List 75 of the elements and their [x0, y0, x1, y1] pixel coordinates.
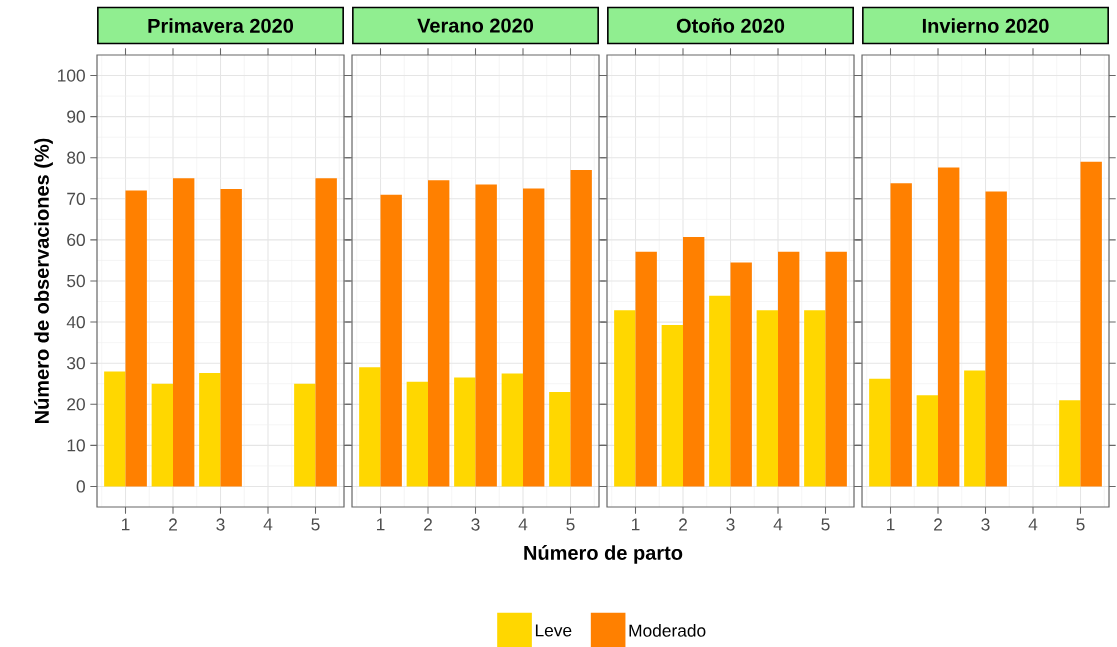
bar	[428, 180, 450, 487]
bar	[501, 373, 524, 487]
chart-title: Otoño 2020	[676, 18, 785, 33]
bar	[709, 295, 731, 487]
y-tick-label: 80	[67, 151, 85, 164]
y-tick-label: 50	[67, 274, 85, 288]
legend-label: Leve	[535, 624, 572, 637]
y-tick-label: 0	[76, 480, 85, 493]
x-tick-label: 4	[518, 518, 528, 531]
bar	[1080, 161, 1102, 487]
x-tick-label: 2	[934, 518, 942, 531]
bar	[523, 188, 545, 487]
y-tick-label: 20	[67, 398, 85, 411]
chart-title: Primavera 2020	[148, 18, 294, 33]
y-tick-label: 40	[66, 315, 85, 329]
x-tick-label: 2	[679, 518, 687, 531]
x-tick-label: 1	[632, 518, 640, 531]
bar	[661, 324, 683, 487]
x-tick-label: 1	[122, 518, 130, 531]
bar	[104, 371, 126, 487]
bar	[778, 251, 800, 487]
x-tick-label: 5	[1076, 518, 1085, 531]
bar	[380, 194, 402, 487]
x-tick-label: 4	[263, 518, 273, 531]
x-axis-title: Número de parto	[524, 545, 683, 564]
y-axis-title: Número de observaciones (%)	[34, 138, 53, 424]
bar	[683, 237, 705, 487]
bar	[475, 184, 497, 487]
x-tick-label: 1	[377, 518, 385, 531]
bar	[635, 251, 657, 487]
bar	[454, 377, 476, 487]
x-tick-label: 5	[821, 518, 830, 531]
bar	[985, 191, 1007, 487]
y-tick-label: 90	[67, 110, 85, 123]
bar	[890, 183, 912, 487]
bar	[220, 188, 242, 487]
x-tick-label: 5	[311, 518, 320, 531]
bar	[964, 370, 986, 487]
x-tick-label: 5	[566, 518, 575, 531]
bar	[756, 310, 778, 487]
y-tick-label: 60	[67, 233, 85, 247]
y-tick-label: 100	[58, 69, 85, 82]
bar	[125, 190, 147, 487]
y-tick-label: 30	[67, 357, 85, 370]
bar	[549, 391, 571, 487]
bar	[916, 395, 939, 487]
bar	[315, 178, 337, 487]
bar	[825, 251, 847, 487]
y-tick-label: 10	[67, 439, 85, 452]
x-tick-label: 3	[726, 518, 735, 531]
x-tick-label: 3	[471, 518, 480, 531]
bar	[869, 378, 891, 487]
x-tick-label: 1	[887, 518, 895, 531]
x-tick-label: 3	[216, 518, 225, 531]
bar	[406, 381, 429, 487]
bar	[804, 310, 826, 487]
bar	[614, 310, 636, 487]
bar	[938, 167, 960, 487]
x-tick-label: 2	[169, 518, 177, 531]
y-tick-label: 70	[67, 192, 85, 205]
bar	[294, 383, 316, 487]
bar	[359, 367, 381, 487]
bar	[173, 178, 195, 487]
chart-title: Verano 2020	[417, 18, 534, 33]
x-tick-label: 4	[1028, 518, 1038, 531]
chart-title: Invierno 2020	[922, 18, 1049, 33]
bar	[1059, 400, 1081, 487]
bar	[199, 373, 221, 487]
x-tick-label: 4	[773, 518, 783, 531]
bar	[151, 383, 173, 487]
x-tick-label: 3	[981, 518, 990, 531]
legend-label: Moderado	[629, 624, 706, 637]
bar	[730, 262, 752, 487]
bar	[570, 170, 592, 487]
x-tick-label: 2	[424, 518, 432, 531]
